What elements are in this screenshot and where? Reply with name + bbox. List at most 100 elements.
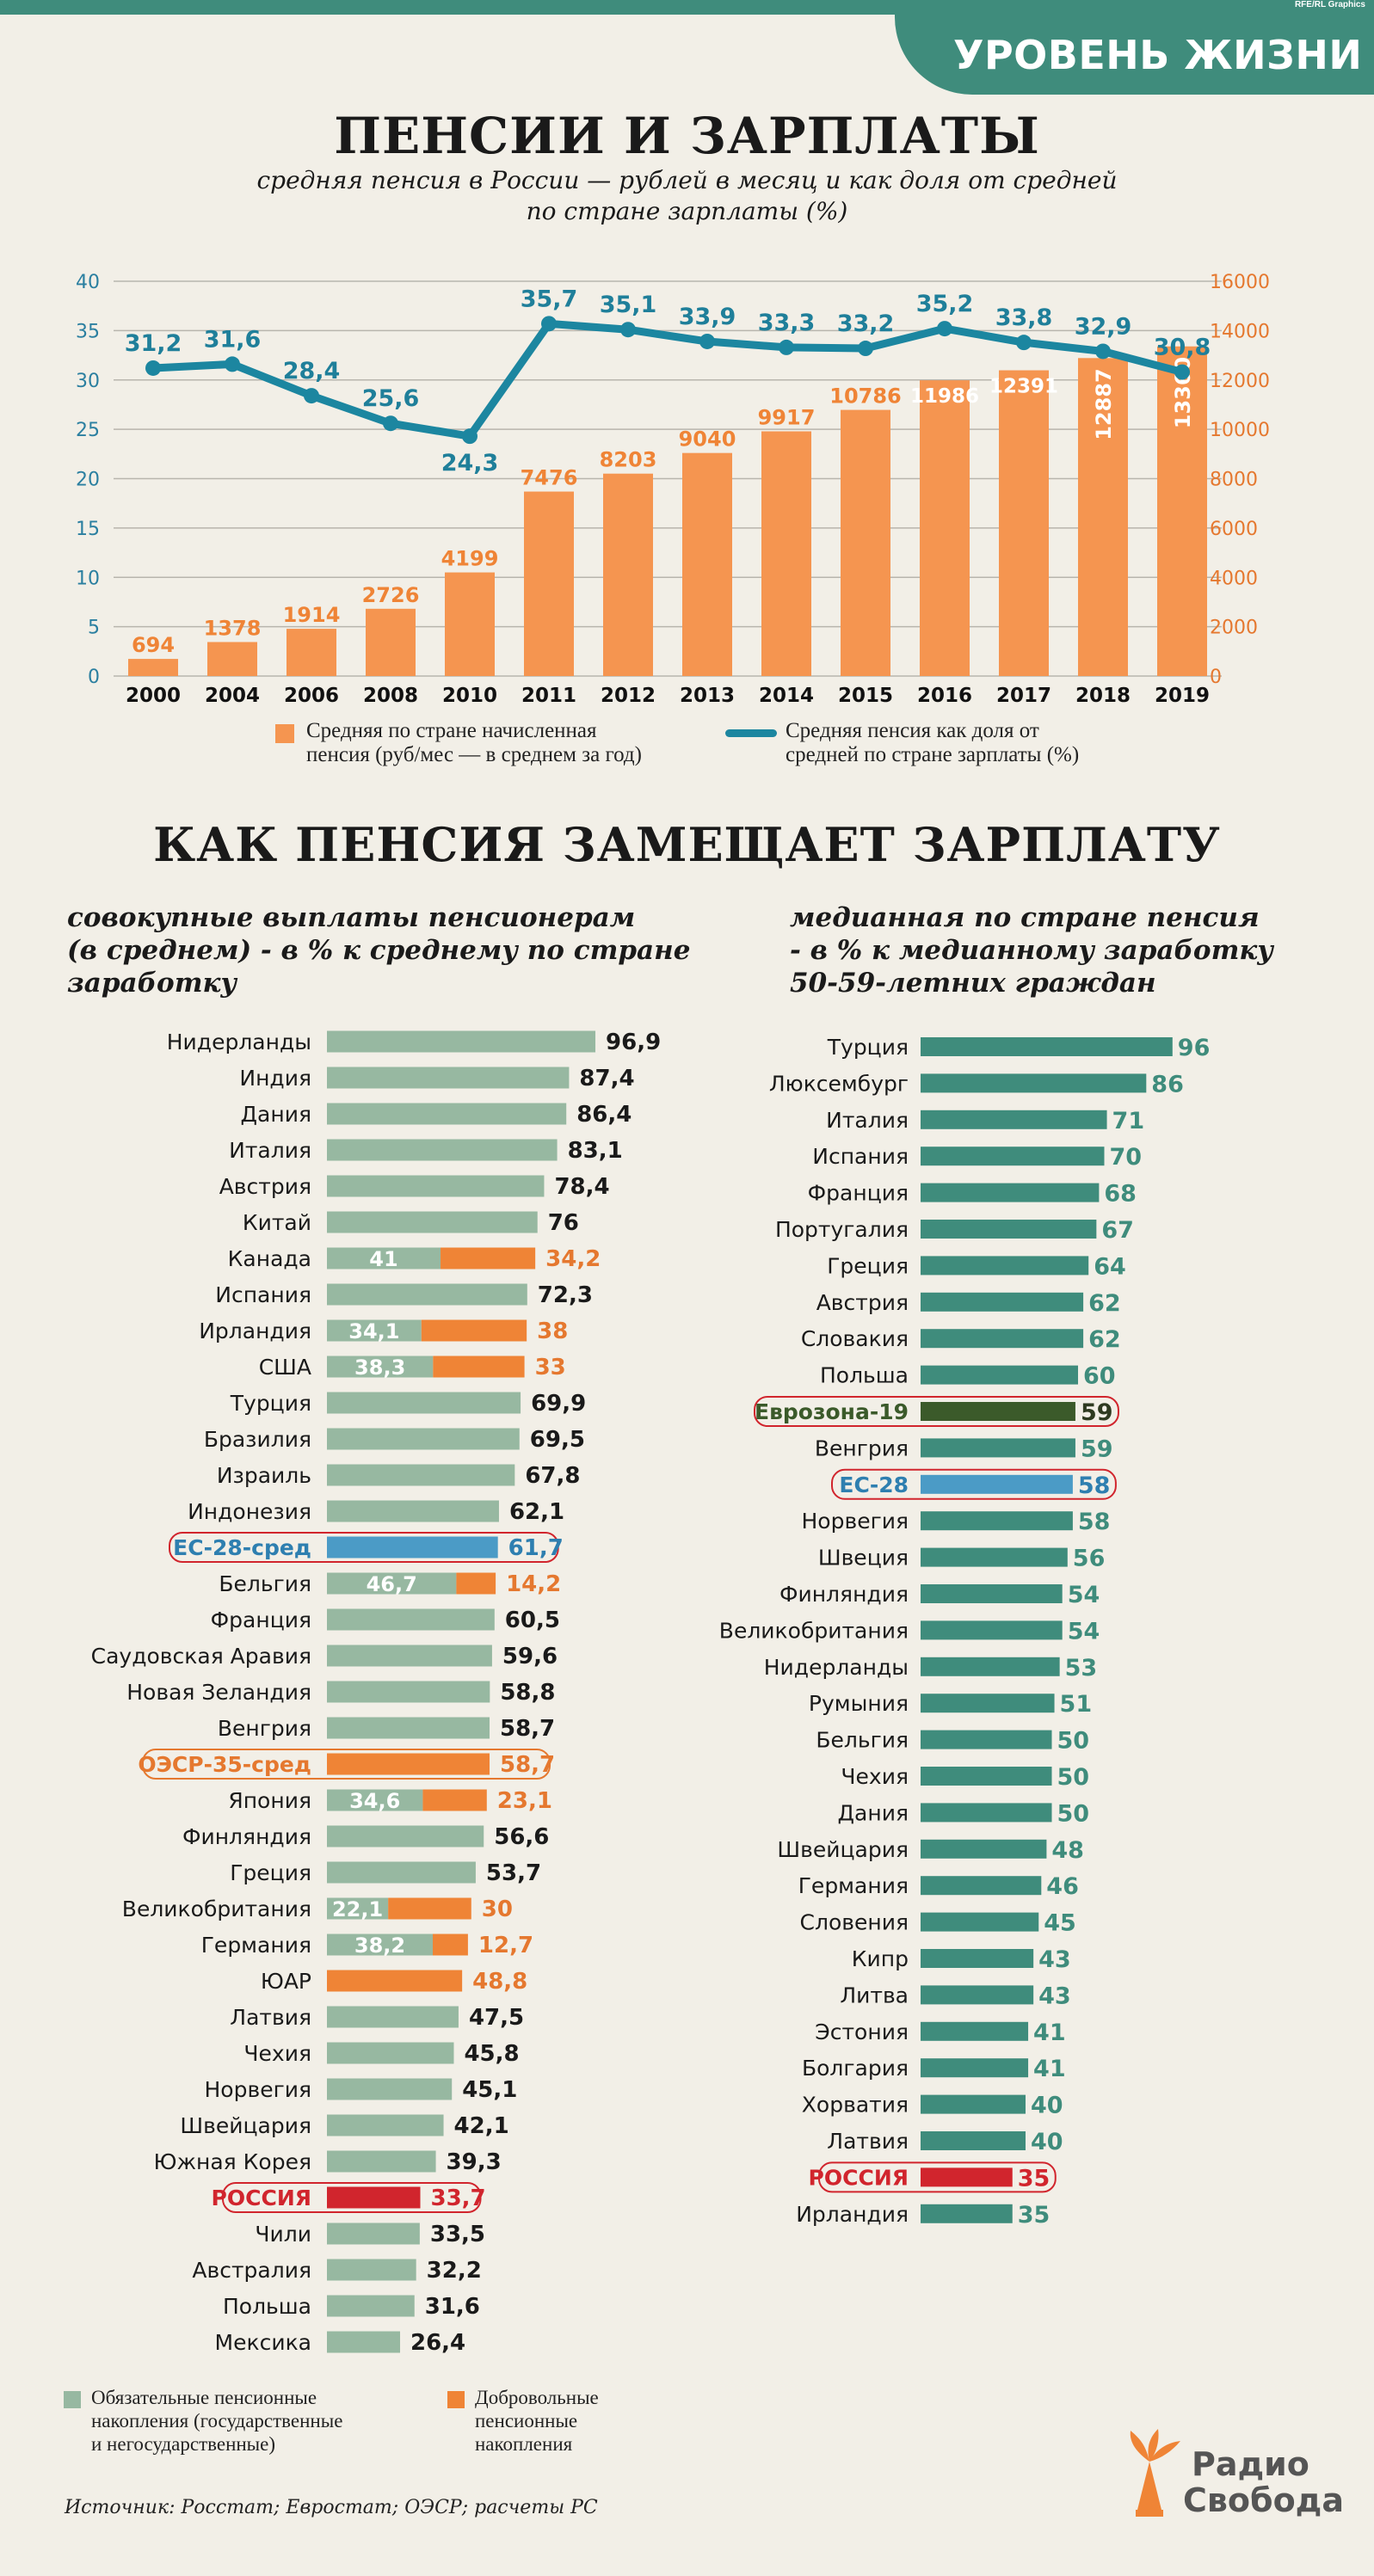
mandatory-bar [327,1572,457,1595]
row-name: Чехия [243,2041,311,2066]
median-bar [921,2094,1026,2114]
mandatory-bar [327,1645,492,1667]
row-name: Финляндия [182,1824,311,1849]
row-name: Италия [229,1138,311,1163]
right-chart-title: медианная по стране пенсия - в % к медиа… [790,901,1273,999]
median-bar [921,1365,1078,1385]
highlight-outline [169,1532,559,1563]
voluntary-bar [433,1356,525,1378]
share-label: 31,6 [204,326,262,353]
row-value-label: 69,5 [530,1427,585,1453]
row-name: Дания [241,1102,311,1127]
credit-label: RFE/RL Graphics [1294,0,1365,9]
row-value-label: 59 [1081,1436,1113,1462]
mandatory-bar [327,1536,498,1559]
voluntary-bar [456,1572,496,1595]
share-label: 30,8 [1154,335,1211,361]
row-value-label: 54 [1068,1618,1100,1645]
share-label: 31,2 [125,330,182,357]
row-name: ЕС-28-сред [173,1535,311,1560]
bar-value-label: 9917 [758,406,816,430]
median-bar [921,1547,1068,1567]
share-point [304,388,319,404]
row-name: Швеция [818,1546,909,1571]
row-value-label: 69,9 [531,1391,586,1417]
median-bar [921,1329,1084,1349]
row-name: Чили [255,2222,311,2247]
x-tick-label: 2008 [363,685,418,705]
y-right-tick: 8000 [1210,470,1258,491]
share-point [699,333,715,349]
pension-bar [445,572,495,676]
x-tick-label: 2019 [1155,685,1210,705]
row-value-label: 48,8 [472,1969,527,1995]
row-value-label: 45 [1044,1910,1076,1937]
chart1-title: ПЕНСИИ И ЗАРПЛАТЫ [334,107,1040,165]
mandatory-bar [327,1753,490,1775]
mandatory-bar [327,1428,520,1450]
pension-bar [761,431,811,676]
row-value-label: 34,2 [545,1246,601,1272]
row-name: Эстония [815,2020,909,2044]
share-line [152,319,1184,440]
median-bar [921,1657,1060,1676]
voluntary-bar [421,1319,527,1342]
mandatory-value-label: 38,3 [354,1356,405,1380]
legend-bars-line2: пенсия (руб/мес — в среднем за год) [306,743,642,766]
median-bar [921,1620,1063,1640]
row-name: Греция [827,1253,909,1278]
median-bar [921,1256,1089,1276]
bar-value-label: 2726 [362,583,420,607]
median-bar [921,1803,1052,1823]
x-tick-label: 2004 [205,685,260,705]
median-bar [921,1767,1052,1786]
row-name: Великобритания [719,1618,909,1643]
median-bar [921,1402,1075,1421]
y-right-tick: 0 [1210,667,1222,688]
row-value-label: 43 [1038,1983,1071,2009]
mandatory-value-label: 34,6 [349,1789,400,1813]
row-value-label: 43 [1038,1946,1071,1973]
pension-bar [682,452,732,676]
pension-bar [999,370,1049,676]
row-name: Бельгия [816,1728,909,1753]
row-name: Китай [243,1210,311,1235]
legend-bars-line1: Средняя по стране начисленная [306,719,597,742]
row-name: ЕС-28 [839,1472,909,1497]
share-point [1095,343,1111,360]
voluntary-bar [441,1247,536,1270]
bar-value-label: 8203 [600,448,657,472]
mandatory-value-label: 22,1 [332,1897,383,1921]
y-left-tick: 30 [76,371,100,392]
logo-line1: Радио [1192,2445,1309,2483]
x-tick-label: 2014 [759,685,814,705]
row-name: Румыния [809,1691,909,1716]
row-value-label: 54 [1068,1582,1100,1608]
row-name: Польша [223,2294,311,2319]
mandatory-bar [327,1681,490,1703]
share-label: 35,2 [916,291,974,317]
row-value-label: 67,8 [525,1463,580,1489]
row-name: Новая Зеландия [126,1680,311,1705]
mandatory-value-label: 34,1 [348,1319,399,1343]
row-value-label: 62,1 [509,1499,564,1525]
row-value-label: 70 [1110,1144,1143,1171]
row-name: Австрия [816,1290,909,1315]
legend-line-line2: средней по стране зарплаты (%) [786,743,1080,766]
row-name: Кипр [852,1946,909,1971]
row-name: Турция [230,1391,311,1416]
row-name: Словения [800,1910,909,1935]
row-value-label: 87,4 [579,1066,634,1091]
section-tag: УРОВЕНЬ ЖИЗНИ [895,15,1374,95]
x-tick-label: 2012 [601,685,656,705]
bar-value-label: 4199 [441,547,499,571]
median-bar [921,1110,1107,1129]
x-tick-label: 2015 [838,685,893,705]
mandatory-bar [327,1825,484,1847]
median-bar [921,1474,1073,1494]
x-tick-label: 2000 [126,685,181,705]
row-name: Бельгия [219,1571,311,1596]
x-tick-label: 2010 [442,685,497,705]
median-bar [921,2021,1029,2041]
share-point [462,428,478,445]
